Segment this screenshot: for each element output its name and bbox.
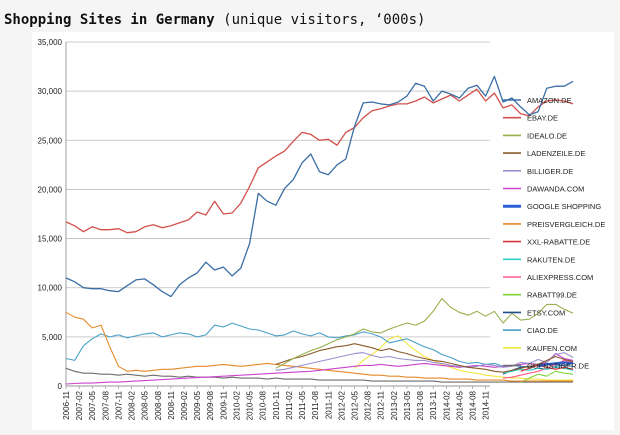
y-tick-label: 5,000 — [42, 333, 63, 342]
series-line-amazon-de — [65, 75, 574, 298]
x-tick-label: 2011-11 — [324, 390, 333, 419]
x-tick-label: 2008-05 — [141, 390, 150, 420]
x-tick-label: 2010-11 — [272, 390, 281, 419]
series-line-kaufen-com — [354, 335, 574, 381]
series-line-dawanda-com — [65, 353, 574, 385]
series-line-preisvergleich-de — [65, 311, 574, 382]
gridlines — [66, 41, 490, 387]
x-tick-label: 2008-08 — [154, 390, 163, 420]
legend-label: KAUFEN.COM — [527, 344, 577, 353]
x-tick-label: 2011-08 — [311, 390, 320, 419]
x-tick-label: 2014-08 — [469, 390, 478, 420]
series-line-ebay-de — [65, 88, 574, 234]
chart-title-units: (unique visitors, ‘000s) — [214, 12, 426, 28]
x-tick-label: 2009-02 — [180, 390, 189, 420]
series-line-ciao-de — [65, 322, 574, 368]
x-tick-label: 2014-02 — [442, 390, 451, 420]
x-tick-label: 2014-05 — [455, 390, 464, 420]
legend-label: GOOGLE SHOPPING — [527, 202, 601, 211]
x-tick-label: 2014-11 — [482, 390, 491, 419]
x-axis: 2006-11 2007-02 2007-05 2007-08 2007-11 2008-… — [62, 385, 491, 420]
legend-label: ETSY.COM — [527, 308, 565, 317]
x-tick-label: 2007-08 — [101, 390, 110, 420]
chart-title-main: Shopping Sites in Germany — [4, 12, 215, 28]
legend-label: ALIEXPRESS.COM — [527, 273, 593, 282]
y-tick-label: 35,000 — [38, 38, 63, 47]
series-line-google-shopping — [537, 361, 574, 368]
x-tick-label: 2013-11 — [429, 390, 438, 419]
x-tick-label: 2011-02 — [285, 390, 294, 419]
legend-label: RABATT99.DE — [527, 291, 577, 300]
y-tick-label: 20,000 — [38, 185, 63, 194]
x-tick-label: 2007-02 — [75, 390, 84, 420]
series-line-xxl-rabatte-de — [520, 364, 574, 372]
x-tick-label: 2010-08 — [259, 390, 268, 420]
legend-label: LADENZEILE.DE — [527, 149, 585, 158]
x-tick-label: 2009-11 — [219, 390, 228, 419]
series-line-idealo-de — [275, 297, 574, 369]
series-line-guenstiger-de — [65, 367, 574, 383]
x-tick-label: 2007-05 — [88, 390, 97, 420]
series-lines — [65, 75, 574, 385]
legend-label: IDEALO.DE — [527, 131, 567, 140]
x-tick-label: 2006-11 — [62, 390, 71, 419]
y-tick-label: 30,000 — [38, 87, 63, 96]
y-tick-label: 0 — [58, 382, 63, 391]
x-tick-label: 2008-02 — [128, 390, 137, 420]
y-tick-label: 10,000 — [38, 284, 63, 293]
x-tick-label: 2007-11 — [114, 390, 123, 419]
legend-label: DAWANDA.COM — [527, 185, 584, 194]
chart-title: Shopping Sites in Germany (unique visito… — [4, 12, 425, 28]
y-tick-label: 15,000 — [38, 235, 63, 244]
x-tick-label: 2009-08 — [206, 390, 215, 420]
legend-label: PREISVERGLEICH.DE — [527, 220, 605, 229]
series-line-billiger-de — [275, 352, 574, 371]
x-tick-label: 2012-08 — [364, 390, 373, 420]
legend-label: CIAO.DE — [527, 326, 558, 335]
y-axis: 0 5,000 10,000 15,000 20,000 25,000 30,000 35,0… — [38, 38, 67, 391]
legend-label: EBAY.DE — [527, 114, 558, 123]
legend-label: AMAZON.DE — [527, 96, 572, 105]
x-tick-label: 2012-05 — [350, 390, 359, 420]
x-tick-label: 2012-11 — [377, 390, 386, 419]
x-tick-label: 2011-05 — [298, 390, 307, 419]
x-tick-label: 2013-02 — [390, 390, 399, 420]
legend-label: RAKUTEN.DE — [527, 255, 575, 264]
x-tick-label: 2013-05 — [403, 390, 412, 420]
legend: AMAZON.DE EBAY.DE IDEALO.DE LADENZEILE.DE BI… — [503, 96, 605, 371]
x-tick-label: 2008-11 — [167, 390, 176, 419]
x-tick-label: 2013-08 — [416, 390, 425, 420]
x-tick-label: 2010-05 — [246, 390, 255, 420]
x-tick-label: 2012-02 — [337, 390, 346, 420]
y-tick-label: 25,000 — [38, 136, 63, 145]
legend-label: GUENSTIGER.DE — [527, 362, 589, 371]
x-tick-label: 2010-02 — [232, 390, 241, 420]
x-tick-label: 2009-05 — [193, 390, 202, 420]
legend-label: XXL-RABATTE.DE — [527, 238, 590, 247]
series-line-rabatt99-de — [520, 370, 574, 383]
series-line-ladenzeile-de — [275, 343, 574, 373]
legend-label: BILLIGER.DE — [527, 167, 573, 176]
